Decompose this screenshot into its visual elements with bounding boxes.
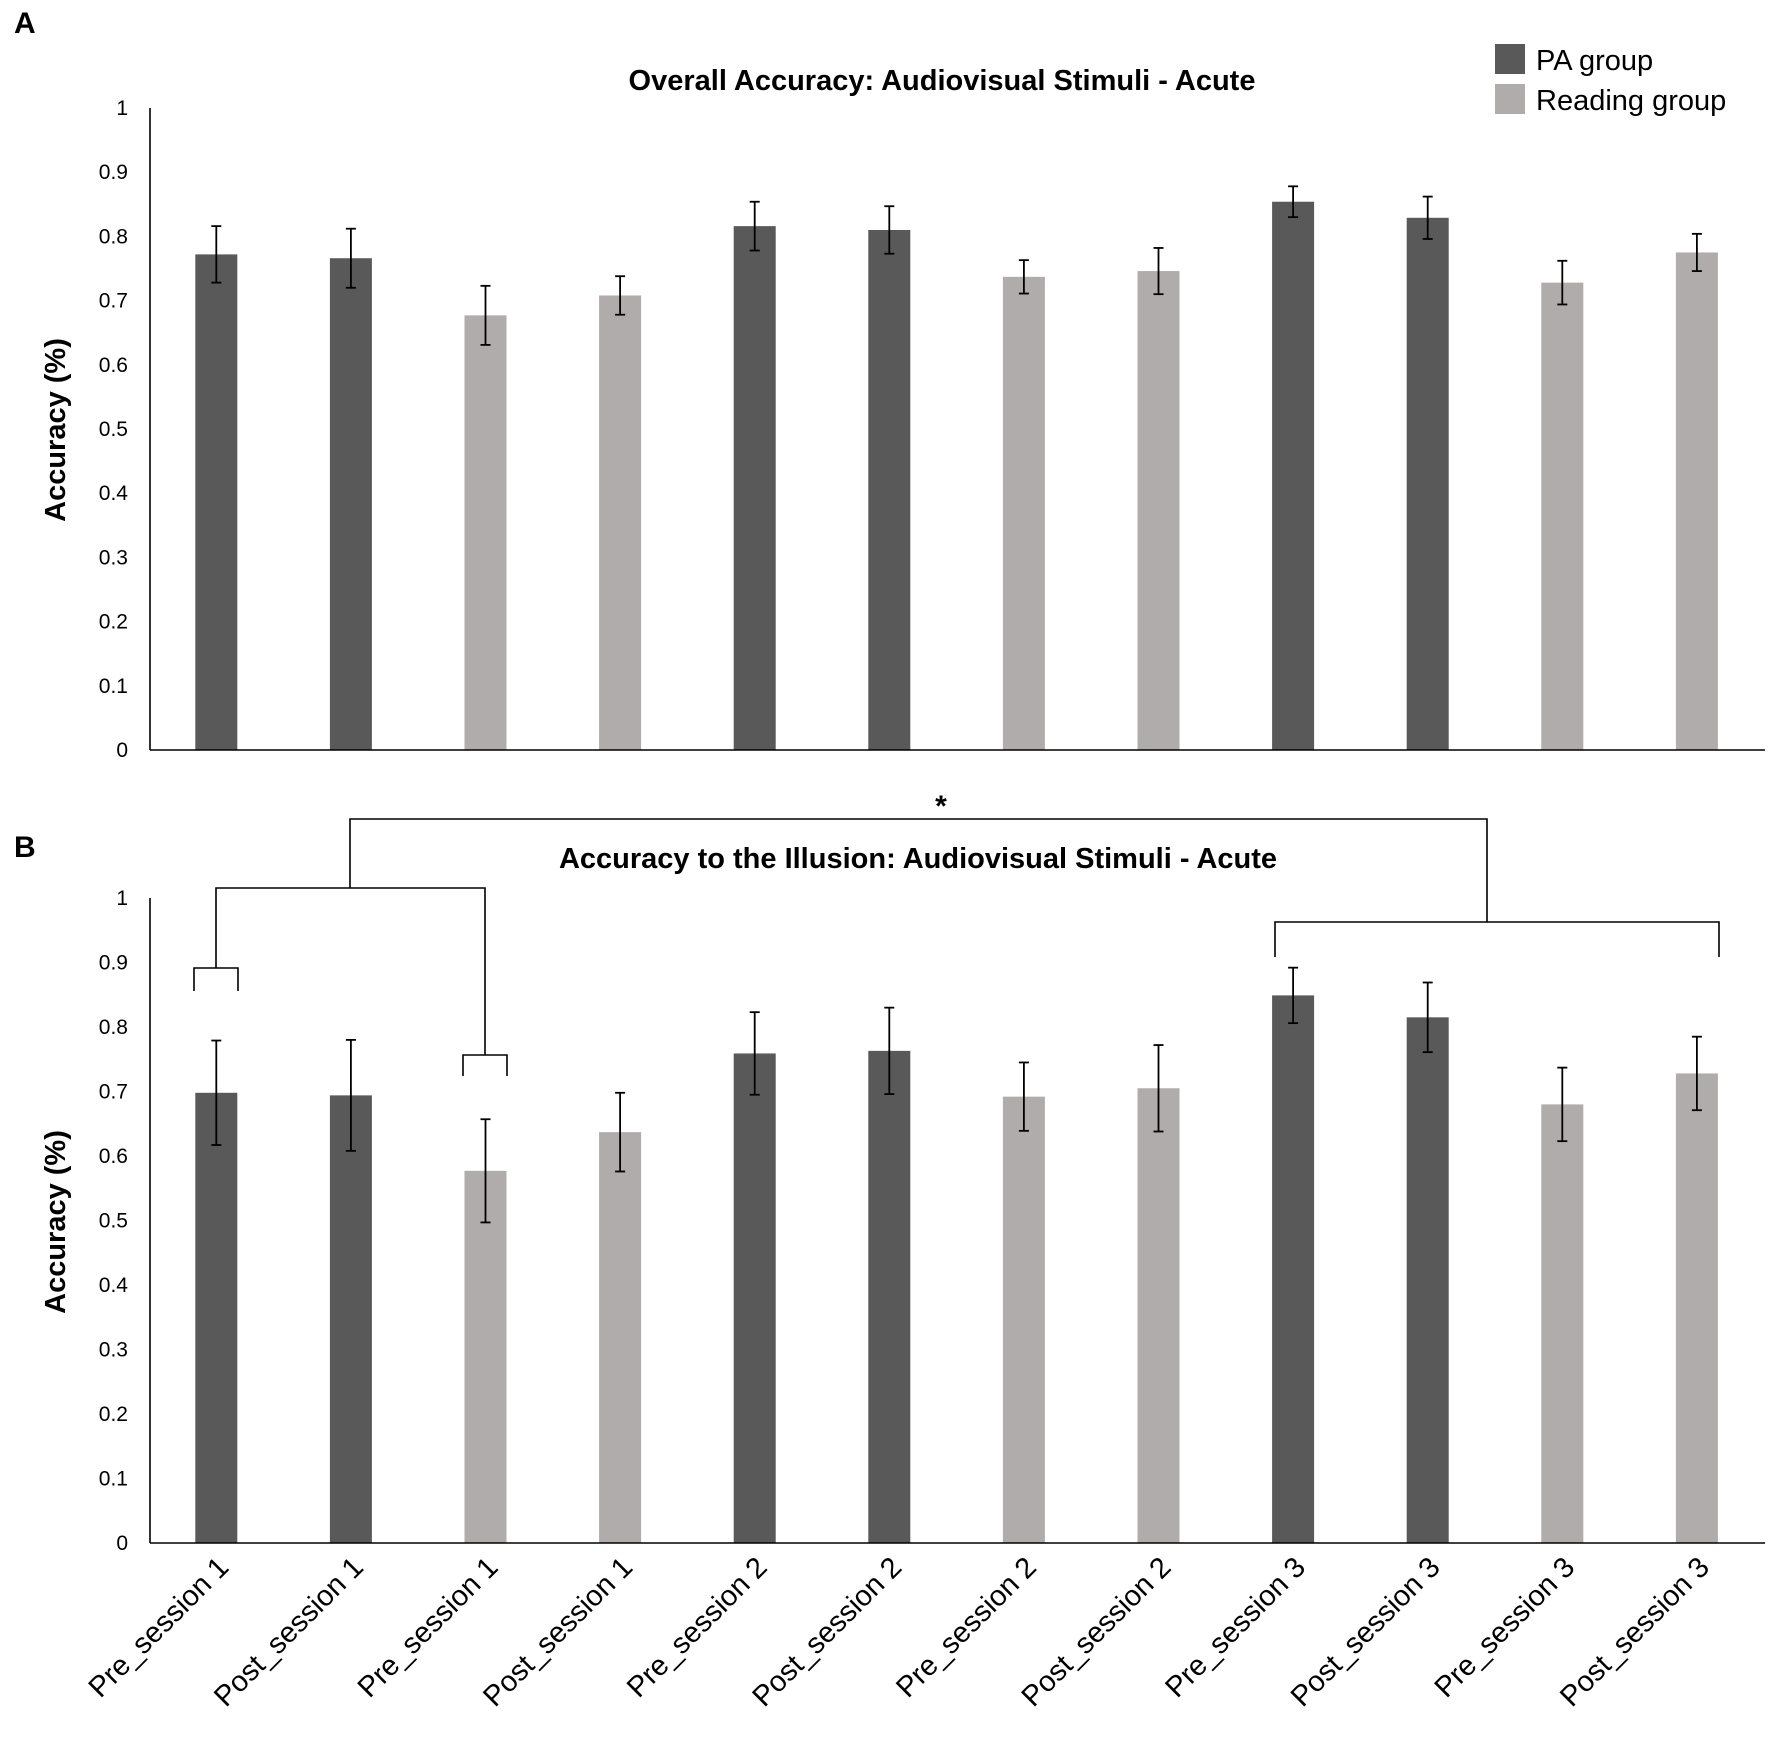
panel-b-ytick-label: 0.9 [99,952,128,975]
panel-b-bar-reading [1002,1096,1045,1543]
panel-a-title: Overall Accuracy: Audiovisual Stimuli - … [629,65,1256,97]
panel-b-bar-pa [868,1050,911,1543]
panel-a-ytick-label: 0.2 [99,611,128,634]
panel-b-bar-pa [733,1053,776,1543]
panel-b-ytick-label: 0 [116,1532,128,1555]
panel-b-ytick-label: 1 [116,887,128,910]
panel-a-bar-pa [329,258,372,750]
significance-brackets [193,818,1720,1076]
panel-b-bar-pa [329,1095,372,1543]
significance-marker: * [935,790,947,823]
bracket-pa-session1 [193,967,239,991]
panel-b-bar-reading [1137,1088,1180,1543]
panel-b-xtick-label: Pre_session 3 [1159,1551,1312,1704]
panel-b-ytick-label: 0.1 [99,1468,128,1491]
panel-b-plot: 0 0.1 0.2 0.3 0.4 0.5 0.6 0.7 0.8 0.9 1 Pre_session… [83,887,1765,1713]
panel-a-plot: 0 0.1 0.2 0.3 0.4 0.5 0.6 0.7 0.8 0.9 1 [99,97,1765,762]
panel-b-ytick-label: 0.6 [99,1145,128,1168]
panel-a-ytick-label: 0.6 [99,354,128,377]
legend: PA group Reading group [1495,44,1726,117]
legend-swatch-reading [1495,84,1525,114]
panel-b-label: B [14,831,36,864]
panel-b-ytick-label: 0.4 [99,1274,129,1297]
panel-b-bar-reading [464,1170,507,1543]
panel-a-bar-reading [464,315,507,750]
panel-a-ytick-label: 0.5 [99,418,128,441]
panel-b-title: Accuracy to the Illusion: Audiovisual St… [559,843,1277,875]
panel-a-bar-pa [1272,201,1315,750]
panel-b-bar-reading [1675,1073,1718,1543]
panel-b-ytick-label: 0.7 [99,1081,128,1104]
panel-b-ytick-label: 0.2 [99,1403,128,1426]
legend-label-reading: Reading group [1536,85,1726,117]
panel-b-xtick-label: Pre_session 1 [352,1551,505,1704]
panel-a-ytick-label: 0.3 [99,546,128,569]
panel-a-ytick-label: 0.8 [99,225,128,248]
bracket-session3 [1274,921,1720,957]
panel-b-bar-reading [1541,1104,1584,1543]
panel-a-bar-reading [599,295,642,750]
panel-a-bar-reading [1002,276,1045,750]
panel-a-ytick-label: 0.4 [99,482,129,505]
panel-a-ytick-label: 0.1 [99,675,128,698]
panel-b-ylabel: Accuracy (%) [40,1130,72,1314]
bracket-reading-session1 [462,1054,508,1076]
panel-a-bar-pa [195,254,238,750]
panel-a-ytick-label: 1 [116,97,128,120]
panel-a-bar-pa [868,229,911,751]
panel-b-xtick-label: Pre_session 2 [890,1551,1043,1704]
legend-label-pa: PA group [1536,45,1653,77]
panel-a-bar-reading [1675,252,1718,750]
panel-b-xtick-label: Pre_session 3 [1429,1551,1582,1704]
panel-a-bar-reading [1541,282,1584,750]
panel-a-ytick-label: 0.7 [99,290,128,313]
panel-a-label: A [14,7,36,40]
panel-a-ylabel: Accuracy (%) [40,338,72,522]
panel-a-bar-pa [733,226,776,751]
bracket-top [349,818,1488,922]
panel-a-bar-pa [1406,217,1449,751]
panel-b-xtick-label: Pre_session 1 [83,1551,236,1704]
panel-b-ytick-label: 0.3 [99,1339,128,1362]
panel-a-ytick-label: 0.9 [99,161,128,184]
panel-b-ytick-label: 0.5 [99,1210,128,1233]
panel-a-ytick-label: 0 [116,739,128,762]
panel-b-bar-pa [1272,995,1315,1543]
panel-b-bar-pa [195,1092,238,1543]
bracket-session1-combined [215,887,486,1055]
legend-swatch-pa [1495,44,1525,74]
panel-b-bar-reading [599,1132,642,1543]
panel-b-ytick-label: 0.8 [99,1016,128,1039]
panel-b-xtick-label: Pre_session 2 [621,1551,774,1704]
panel-b-bar-pa [1406,1017,1449,1543]
panel-a-bar-reading [1137,271,1180,750]
